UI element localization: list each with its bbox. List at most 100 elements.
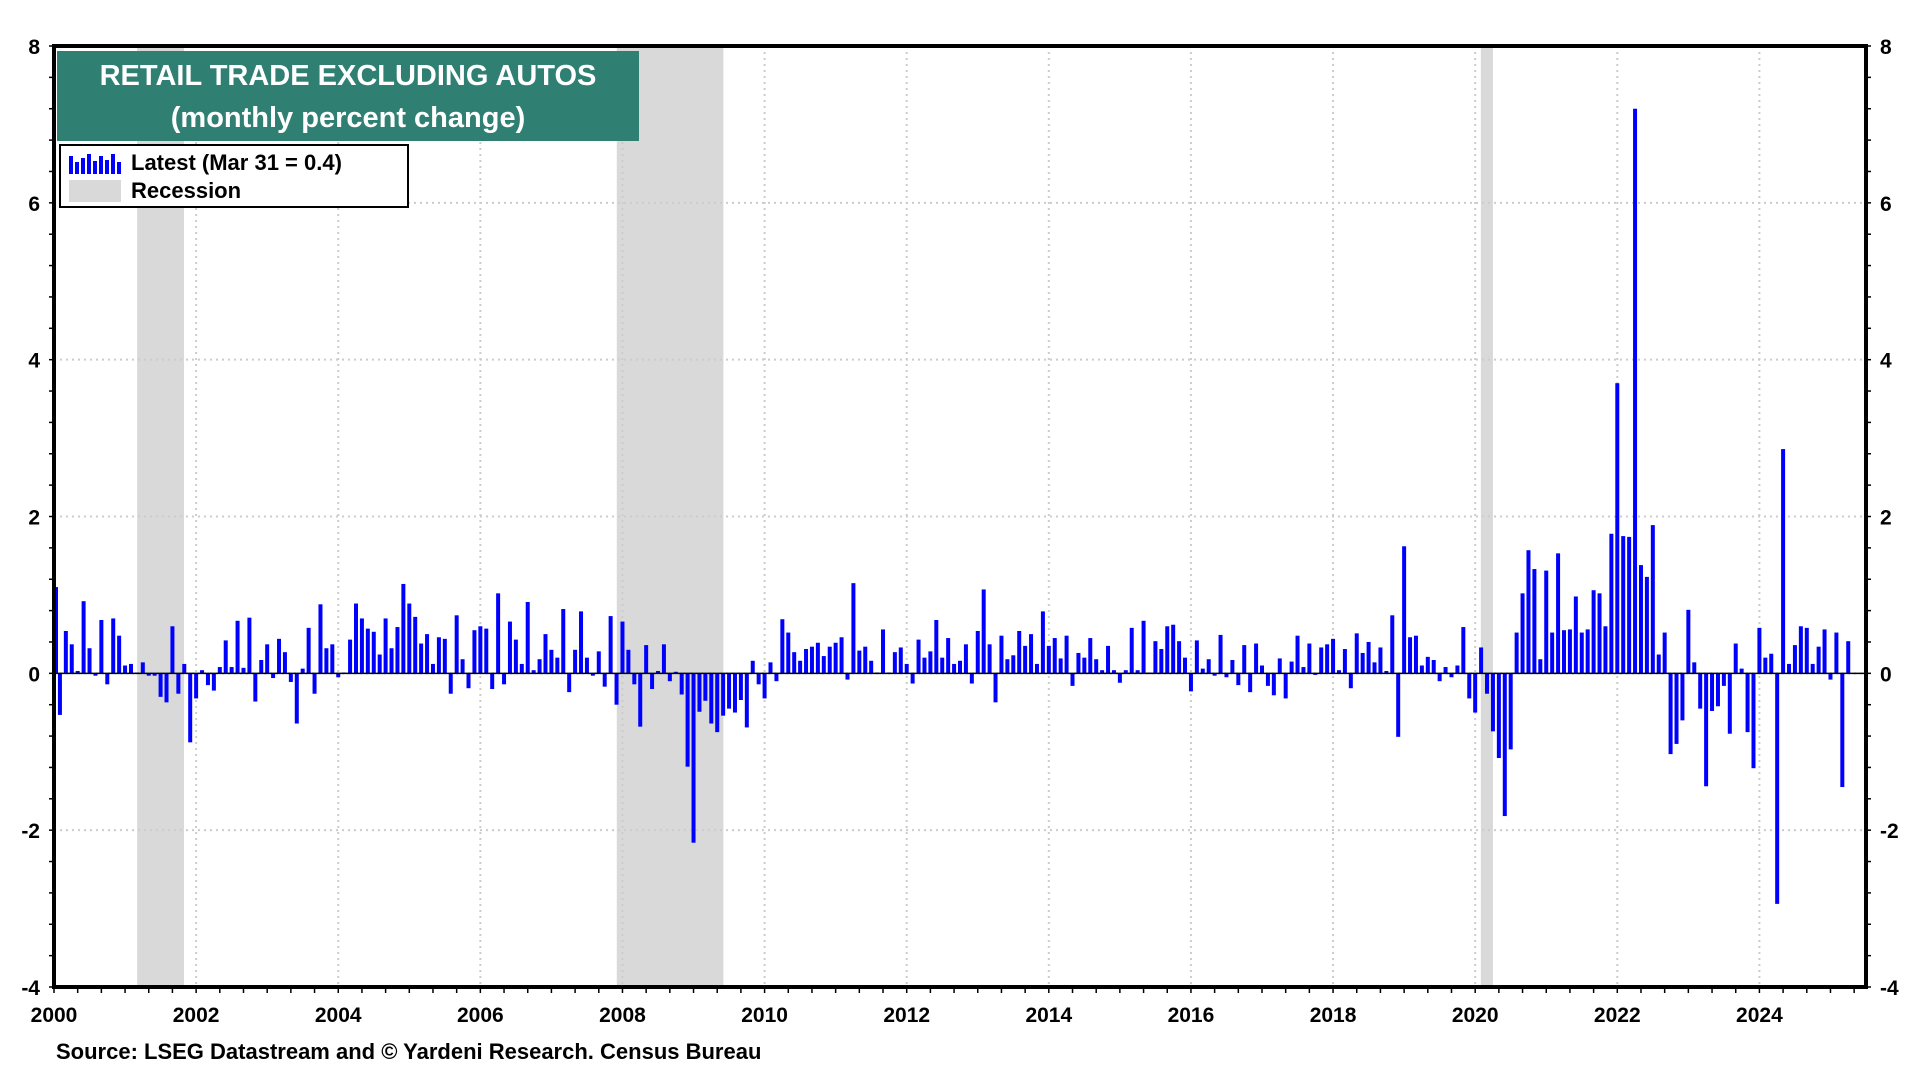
y-tick-label-left: 6 (28, 193, 40, 216)
bar (188, 673, 193, 743)
bar (507, 621, 512, 674)
bar (93, 673, 98, 676)
x-tick-label: 2014 (1025, 1004, 1072, 1027)
bar (1656, 654, 1661, 674)
bar (484, 628, 489, 674)
bar (478, 626, 483, 674)
bar (1674, 673, 1679, 744)
bar (1248, 673, 1253, 693)
bar (306, 627, 311, 674)
bar (1242, 645, 1247, 674)
bar (1325, 644, 1330, 674)
bar (1816, 646, 1821, 674)
bar (265, 644, 270, 674)
bar (1153, 641, 1158, 674)
bar (1514, 632, 1519, 674)
bar (857, 650, 862, 674)
y-tick-label-right: 6 (1880, 193, 1892, 216)
bar (1573, 596, 1578, 674)
bar (762, 673, 767, 699)
bar (241, 667, 246, 674)
bar (1781, 449, 1786, 674)
bar (1082, 657, 1087, 674)
bar (436, 637, 441, 674)
bar (567, 673, 572, 693)
bar (1034, 663, 1039, 674)
bar (1200, 668, 1205, 674)
bar (1283, 673, 1288, 699)
y-tick-label-right: 8 (1880, 36, 1892, 59)
bar (833, 642, 838, 674)
bar (1496, 673, 1501, 759)
bar (235, 620, 240, 674)
bar (525, 601, 530, 674)
bar (709, 673, 714, 724)
bar (916, 639, 921, 674)
bar (490, 673, 495, 690)
bar (1443, 667, 1448, 674)
bar (1088, 638, 1093, 674)
bar (1627, 536, 1632, 674)
bar (1585, 629, 1590, 674)
bar (200, 670, 205, 674)
bar (756, 673, 761, 685)
bar (697, 673, 702, 712)
bar (1686, 609, 1691, 674)
bar (993, 673, 998, 703)
bar (1544, 570, 1549, 674)
y-tick-label-left: -2 (21, 820, 40, 843)
bar (946, 638, 951, 674)
bar (691, 673, 696, 843)
bar (1100, 670, 1105, 674)
bar (1313, 673, 1318, 675)
bar (1171, 624, 1176, 674)
bar (596, 651, 601, 674)
source-note: Source: LSEG Datastream and © Yardeni Re… (56, 1039, 762, 1064)
bar (1437, 673, 1442, 682)
bar (626, 649, 631, 674)
bar (1117, 673, 1122, 683)
x-tick-label: 2024 (1736, 1004, 1783, 1027)
bar (1354, 633, 1359, 674)
bar (1538, 659, 1543, 674)
bar (383, 618, 388, 674)
bar (111, 618, 116, 674)
x-tick-label: 2010 (741, 1004, 788, 1027)
bar (401, 583, 406, 674)
y-tick-label-left: 0 (28, 663, 40, 686)
bar (1319, 647, 1324, 674)
bar (863, 646, 868, 674)
bar (987, 644, 992, 674)
bar (821, 656, 826, 674)
bar (1378, 647, 1383, 674)
y-tick-label-right: 0 (1880, 663, 1892, 686)
bar (1828, 673, 1833, 680)
bar (738, 673, 743, 700)
bar (182, 663, 187, 674)
chart-subtitle: (monthly percent change) (170, 102, 526, 134)
bar (537, 659, 542, 674)
bar (614, 673, 619, 705)
bar (644, 645, 649, 674)
bar (1295, 635, 1300, 674)
bar (1017, 630, 1022, 674)
bar (673, 671, 678, 674)
bar (952, 663, 957, 674)
bar (804, 649, 809, 674)
bar (1111, 670, 1116, 674)
bar (999, 635, 1004, 674)
chart-title-box: RETAIL TRADE EXCLUDING AUTOS (monthly pe… (57, 51, 639, 141)
legend-item-latest: Latest (Mar 31 = 0.4) (69, 150, 342, 176)
bar (300, 668, 305, 674)
bar (1455, 665, 1460, 674)
bar (57, 673, 62, 715)
bar (1840, 673, 1845, 788)
bar (1366, 641, 1371, 674)
bar (1230, 660, 1235, 674)
bar (1419, 665, 1424, 674)
bar (1141, 620, 1146, 674)
bar (1224, 673, 1229, 678)
bar (1183, 657, 1188, 674)
bar (798, 660, 803, 674)
